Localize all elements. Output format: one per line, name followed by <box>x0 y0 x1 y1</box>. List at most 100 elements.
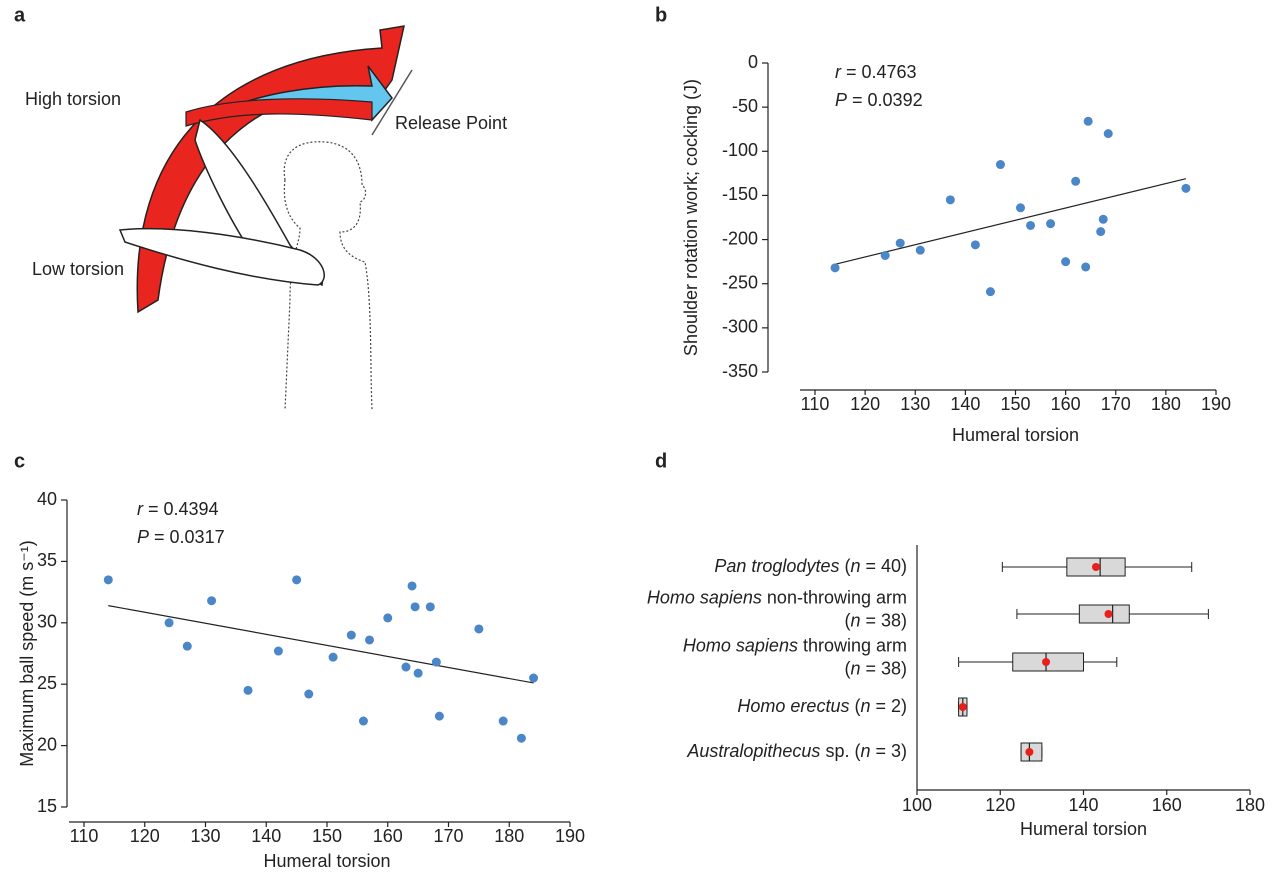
text-part: = 38) <box>860 610 907 630</box>
category-label: Homo sapiens throwing arm <box>683 635 907 655</box>
x-tick-label: 180 <box>1235 795 1265 815</box>
annotation: P = 0.0317 <box>137 527 225 547</box>
text-part: throwing arm <box>798 635 907 655</box>
text-part: non-throwing arm <box>762 587 907 607</box>
point <box>292 575 302 585</box>
text-part: Australopithecus <box>686 741 820 761</box>
x-tick-label: 180 <box>494 826 524 846</box>
panel-letter: a <box>14 4 26 26</box>
x-tick-label: 160 <box>373 826 403 846</box>
text-part: Homo erectus <box>737 696 849 716</box>
text-part: ( <box>844 610 850 630</box>
text-part: sp. ( <box>820 741 860 761</box>
point <box>383 613 393 623</box>
panel-letter: d <box>655 450 667 472</box>
point <box>365 635 375 645</box>
y-tick-label: 15 <box>37 796 57 816</box>
point <box>328 652 338 662</box>
point <box>103 575 113 585</box>
point <box>1026 220 1036 230</box>
label-low: Low torsion <box>32 259 124 279</box>
y-tick-label: -300 <box>722 317 758 337</box>
category-label: Homo erectus (n = 2) <box>737 696 907 716</box>
point <box>1181 183 1191 193</box>
x-tick-label: 110 <box>801 394 830 414</box>
x-tick-label: 160 <box>1051 394 1081 414</box>
mean <box>1042 658 1051 666</box>
point <box>1061 257 1071 267</box>
point <box>358 716 368 726</box>
x-tick-label: 160 <box>1152 795 1182 815</box>
x-tick-label: 120 <box>850 394 880 414</box>
high-torsion-arrow <box>136 25 405 314</box>
box <box>1078 604 1130 624</box>
point <box>243 685 253 695</box>
text-part: P <box>137 527 149 547</box>
point <box>431 657 441 667</box>
point <box>1083 116 1093 126</box>
point <box>1098 214 1108 224</box>
text-part: n <box>850 658 860 678</box>
annotation: r = 0.4394 <box>137 499 219 519</box>
y-tick-label: 30 <box>37 612 57 632</box>
point <box>182 641 192 651</box>
y-tick-label: 20 <box>37 734 57 754</box>
point <box>895 238 905 248</box>
point <box>164 618 174 628</box>
text-part: = 3) <box>870 741 907 761</box>
point <box>830 263 840 273</box>
point <box>434 711 444 721</box>
category-label: Pan troglodytes (n = 40) <box>714 556 907 576</box>
point <box>401 662 411 672</box>
x-tick-label: 150 <box>312 826 342 846</box>
point <box>970 240 980 250</box>
text-part: n <box>850 556 860 576</box>
point <box>273 646 283 656</box>
y-axis-title: Maximum ball speed (m s⁻¹) <box>17 540 37 767</box>
point <box>407 581 417 591</box>
point <box>410 602 420 612</box>
x-tick-label: 110 <box>70 826 99 846</box>
text-part: P <box>835 90 847 110</box>
y-tick-label: -200 <box>722 228 758 248</box>
annotation: P = 0.0392 <box>835 90 923 110</box>
mean <box>1025 748 1034 756</box>
category-label: (n = 38) <box>844 610 907 630</box>
text-part: = 0.4394 <box>143 499 219 519</box>
y-tick-label: -150 <box>722 184 758 204</box>
x-tick-label: 140 <box>1068 795 1098 815</box>
illustration: a High torsion Release Point Low torsion <box>14 4 507 411</box>
point <box>425 602 435 612</box>
y-tick-label: 0 <box>748 52 758 72</box>
x-tick-label: 120 <box>130 826 160 846</box>
label-high: High torsion <box>25 89 121 109</box>
release-line <box>371 69 413 136</box>
text-part: = 40) <box>860 556 907 576</box>
mean <box>1091 563 1100 571</box>
text-part: n <box>860 696 870 716</box>
text-part: r <box>137 499 144 519</box>
point <box>1081 262 1091 272</box>
x-tick-label: 100 <box>902 795 932 815</box>
category-label: Australopithecus sp. (n = 3) <box>686 741 907 761</box>
text-part: n <box>850 610 860 630</box>
trend-line <box>108 605 534 684</box>
text-part: n <box>860 741 870 761</box>
x-tick-label: 150 <box>1000 394 1030 414</box>
point <box>304 689 314 699</box>
mean <box>1104 610 1113 618</box>
annotation: r = 0.4763 <box>835 62 917 82</box>
x-tick-label: 180 <box>1151 394 1181 414</box>
mean <box>958 703 967 711</box>
x-tick-label: 120 <box>985 795 1015 815</box>
point <box>474 624 484 634</box>
text-part: = 0.0317 <box>149 527 225 547</box>
point <box>413 668 423 678</box>
x-tick-label: 140 <box>251 826 281 846</box>
text-part: Pan troglodytes <box>714 556 839 576</box>
text-part: = 2) <box>870 696 907 716</box>
y-tick-label: -100 <box>722 140 758 160</box>
text-part: ( <box>839 556 850 576</box>
text-part: r <box>835 62 842 82</box>
